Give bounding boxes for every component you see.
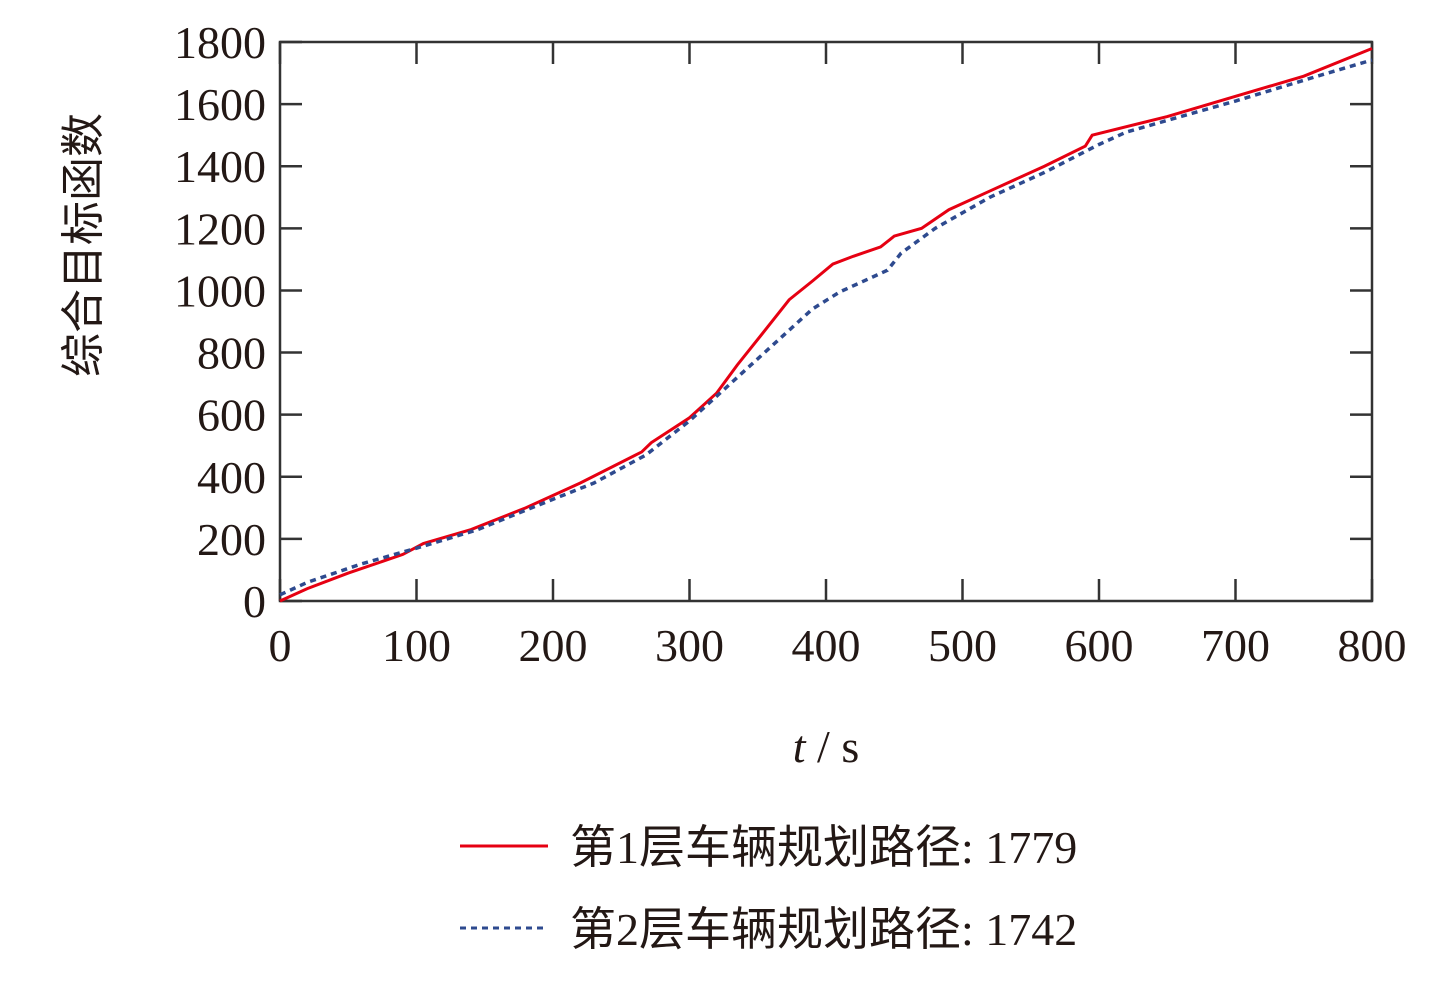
y-tick-label: 600 [197, 390, 266, 441]
x-tick-label: 0 [269, 620, 292, 671]
y-tick-label: 800 [197, 328, 266, 379]
series-line-2 [279, 58, 1373, 597]
x-tick-label: 800 [1338, 620, 1407, 671]
x-tick-label: 300 [655, 620, 724, 671]
x-axis-label: t / s [793, 721, 859, 772]
y-axis-label: 综合目标函数 [59, 113, 108, 377]
x-tick-label: 400 [792, 620, 861, 671]
x-tick-label: 700 [1201, 620, 1270, 671]
legend-label-2: 第2层车辆规划路径: 1742 [570, 904, 1077, 955]
x-tick-label: 100 [382, 620, 451, 671]
y-tick-label: 0 [243, 576, 266, 627]
x-tick-label: 500 [928, 620, 997, 671]
y-tick-label: 200 [197, 514, 266, 565]
legend: 第1层车辆规划路径: 1779 第2层车辆规划路径: 1742 [460, 822, 1077, 955]
y-tick-label: 1400 [174, 141, 266, 192]
y-tick-label: 1200 [174, 203, 266, 254]
y-tick-label: 400 [197, 452, 266, 503]
x-tick-label: 600 [1065, 620, 1134, 671]
y-tick-label: 1000 [174, 265, 266, 316]
y-tick-label: 1600 [174, 79, 266, 130]
series-line-1 [279, 47, 1373, 603]
x-tick-label: 200 [519, 620, 588, 671]
y-tick-label: 1800 [174, 17, 266, 68]
legend-label-1: 第1层车辆规划路径: 1779 [570, 822, 1077, 873]
plot-frame [278, 40, 1374, 603]
